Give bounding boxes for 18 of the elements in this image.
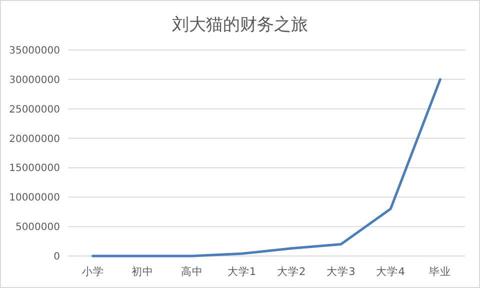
y-tick-label: 10000000	[9, 192, 60, 204]
y-tick-label: 20000000	[9, 134, 60, 145]
y-tick-label: 25000000	[9, 104, 60, 116]
x-tick-label: 大学2	[276, 265, 306, 278]
x-tick-label: 初中	[131, 265, 154, 278]
y-tick-label: 15000000	[9, 163, 60, 174]
y-tick-label: 30000000	[9, 74, 60, 86]
x-tick-label: 大学4	[376, 265, 406, 278]
x-tick-label: 大学1	[227, 265, 256, 278]
line-series	[92, 78, 442, 258]
x-tick-label: 小学	[82, 265, 104, 278]
x-tick-label: 高中	[181, 265, 204, 278]
y-tick-label: 35000000	[9, 46, 60, 56]
y-tick-label: 0	[54, 252, 60, 262]
chart-title: 刘大猫的财务之旅	[172, 15, 308, 35]
y-tick-label: 5000000	[15, 222, 60, 234]
x-tick-label: 毕业	[429, 265, 452, 278]
x-tick-label: 大学3	[326, 265, 356, 278]
